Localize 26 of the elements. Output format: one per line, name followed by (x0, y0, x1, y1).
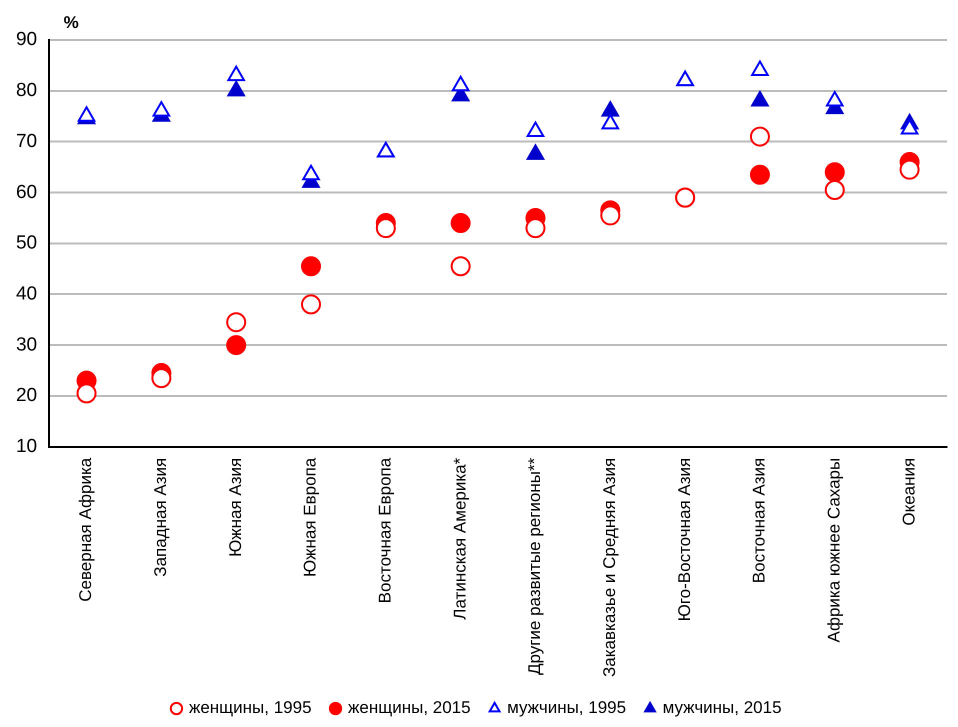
y-tick-label: 60 (16, 182, 38, 203)
legend-label: женщины, 1995 (188, 698, 312, 718)
x-tick-label: Африка южнее Сахары (824, 458, 844, 643)
x-tick-label: Восточная Азия (750, 458, 769, 584)
x-tick-label: Южная Европа (300, 457, 320, 578)
legend-label: мужчины, 2015 (662, 698, 782, 718)
y-tick-label: 10 (16, 436, 38, 457)
x-tick-label: Океания (899, 458, 918, 526)
x-tick-label: Другие развитые регионы** (525, 457, 544, 676)
y-tick-label: 50 (16, 232, 38, 254)
y-tick-label: 40 (16, 283, 38, 304)
y-tick-label: 70 (16, 130, 38, 152)
x-tick-label: Южная Азия (226, 458, 245, 557)
x-tick-label: Закавказье и Средняя Азия (600, 458, 619, 677)
y-tick-label: 80 (16, 80, 38, 102)
x-tick-label: Восточная Европа (376, 457, 395, 604)
y-axis-title: % (64, 13, 79, 32)
x-tick-label: Западная Азия (151, 458, 170, 577)
y-tick-label: 30 (16, 334, 38, 356)
legend-label: женщины, 2015 (348, 698, 471, 718)
y-tick-label: 90 (16, 29, 38, 50)
x-tick-label: Юго-Восточная Азия (674, 458, 694, 622)
legend-label: мужчины, 1995 (507, 698, 626, 718)
x-tick-label: Северная Африка (76, 457, 96, 602)
y-tick-label: 20 (16, 385, 38, 406)
x-tick-label: Латинская Америка* (450, 457, 470, 620)
